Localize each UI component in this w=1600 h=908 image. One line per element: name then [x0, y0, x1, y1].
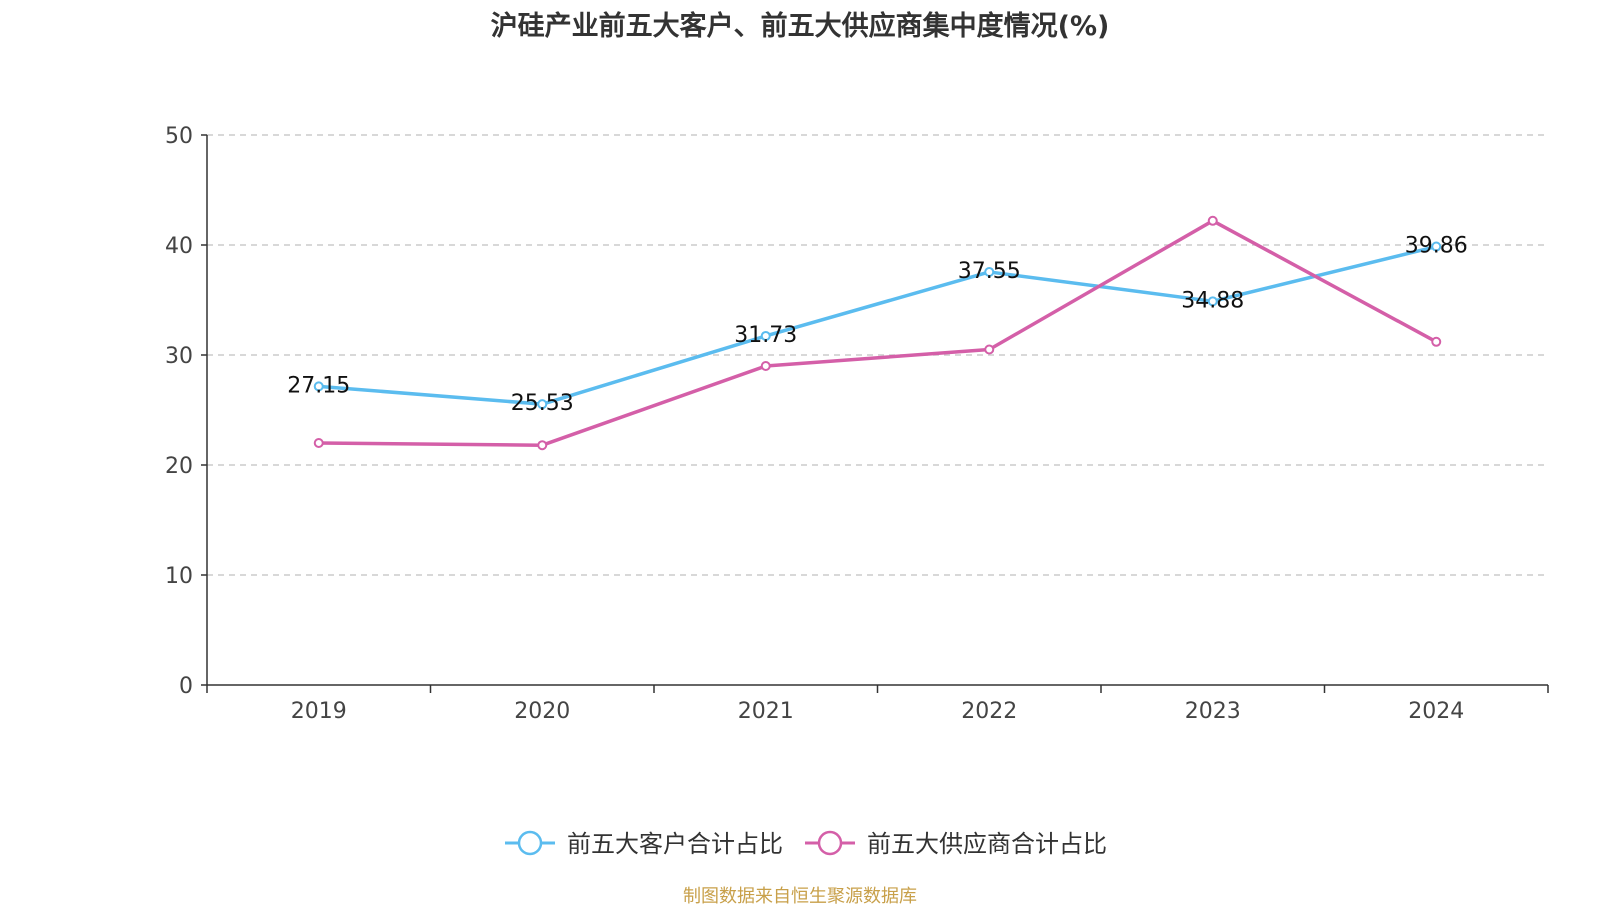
- data-point: [984, 344, 995, 355]
- legend-swatch-marker: [517, 830, 543, 856]
- data-label: 31.73: [734, 323, 797, 348]
- source-note: 制图数据来自恒生聚源数据库: [683, 886, 917, 907]
- data-point: [1207, 296, 1218, 307]
- data-labels: 27.15 25.53 31.73 37.55 34.88 39.86: [287, 234, 1467, 417]
- x-tick-label: 2023: [1185, 699, 1241, 724]
- x-tick-label: 2021: [738, 699, 794, 724]
- data-point: [984, 266, 995, 277]
- y-tick-label: 20: [165, 454, 193, 479]
- y-tick-label: 40: [165, 234, 193, 259]
- data-label: 27.15: [287, 373, 350, 398]
- series-line-2: [317, 219, 1438, 447]
- axes: 0 10 20 30 40 50 2019 2020 2021 2022 2023 2024: [165, 124, 1549, 724]
- data-point: [760, 361, 771, 371]
- x-tick-label: 2024: [1408, 699, 1464, 724]
- x-tick-label: 2022: [961, 699, 1017, 724]
- data-point: [1431, 336, 1442, 347]
- legend-swatch-marker: [817, 830, 843, 856]
- data-point: [1207, 215, 1218, 226]
- data-point: [760, 330, 771, 341]
- data-label: 34.88: [1181, 288, 1244, 313]
- legend: 前五大客户合计占比 前五大供应商合计占比: [505, 830, 1107, 858]
- data-label: 25.53: [511, 391, 574, 416]
- legend-label: 前五大客户合计占比: [567, 830, 783, 858]
- y-tick-label: 0: [179, 674, 193, 699]
- y-tick-label: 30: [165, 344, 193, 369]
- series: [313, 215, 1442, 451]
- chart-title: 沪硅产业前五大客户、前五大供应商集中度情况(%): [490, 11, 1110, 42]
- data-point: [537, 440, 548, 451]
- grid-lines: [207, 134, 1548, 576]
- x-tick-label: 2019: [291, 699, 347, 724]
- data-label: 37.55: [958, 259, 1021, 284]
- x-tick-label: 2020: [514, 699, 570, 724]
- y-tick-label: 50: [165, 124, 193, 149]
- series-line-1: [317, 244, 1438, 406]
- data-point: [537, 399, 548, 410]
- y-tick-label: 10: [165, 564, 193, 589]
- data-point: [313, 381, 324, 392]
- legend-label: 前五大供应商合计占比: [867, 830, 1107, 858]
- data-point: [313, 438, 324, 448]
- data-point: [1431, 241, 1442, 252]
- data-label: 39.86: [1405, 234, 1468, 259]
